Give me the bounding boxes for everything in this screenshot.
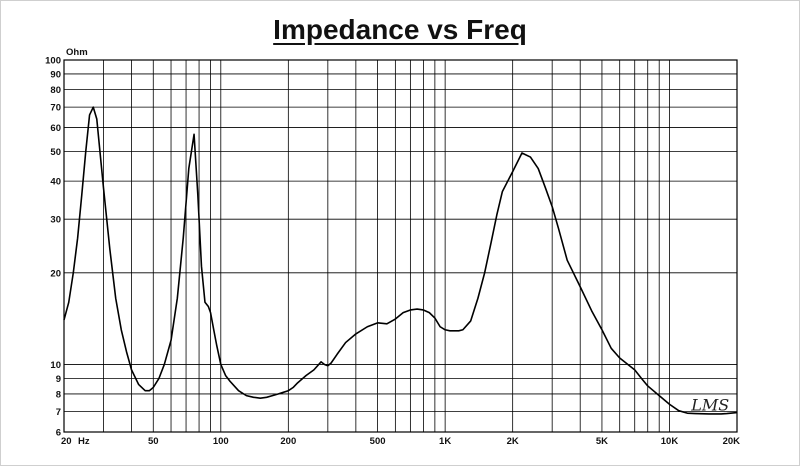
x-tick-label: 1K (439, 436, 451, 447)
x-tick-label: 500 (370, 436, 386, 447)
x-tick-label: 5K (596, 436, 608, 447)
y-tick-label: 20 (50, 268, 61, 279)
x-tick-label: 20K (723, 436, 741, 447)
y-tick-labels: 6 7 8 9 10 20 30 40 50 60 70 80 90 100 (45, 56, 61, 439)
y-unit-label: Ohm (66, 47, 88, 58)
x-unit-label: Hz (78, 436, 90, 447)
x-tick-label: 10K (661, 436, 679, 447)
y-tick-label: 70 (50, 103, 61, 114)
y-tick-label: 40 (50, 177, 61, 188)
y-tick-label: 6 (56, 428, 61, 439)
y-tick-label: 80 (50, 85, 61, 96)
x-tick-label: 200 (280, 436, 296, 447)
x-tick-label: 100 (213, 436, 229, 447)
x-tick-label: 2K (507, 436, 519, 447)
y-tick-label: 90 (50, 69, 61, 80)
grid-lines (63, 59, 738, 433)
lms-signature: LMS (690, 396, 729, 415)
y-tick-label: 9 (56, 374, 61, 385)
impedance-series-line (63, 106, 738, 415)
x-tick-labels: 20 50 100 200 500 1K 2K 5K 10K 20K Hz (61, 436, 740, 447)
y-tick-label: 60 (50, 123, 61, 134)
y-tick-label: 30 (50, 215, 61, 226)
x-tick-label: 20 (61, 436, 72, 447)
y-tick-label: 10 (50, 360, 61, 371)
y-tick-label: 100 (45, 56, 61, 67)
x-tick-label: 50 (148, 436, 159, 447)
y-tick-label: 8 (56, 389, 61, 400)
plot-border (63, 59, 738, 433)
y-tick-label: 7 (56, 407, 61, 418)
chart-title: Impedance vs Freq (273, 14, 527, 45)
y-tick-label: 50 (50, 147, 61, 158)
